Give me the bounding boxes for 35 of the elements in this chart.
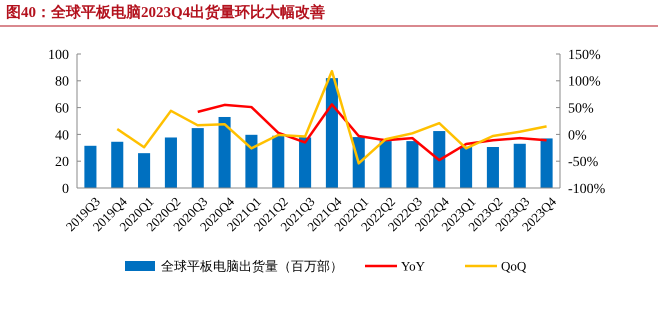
y-tick-label: 20 [55,155,69,170]
y2-tick-label: 0% [568,128,587,144]
legend-label: QoQ [501,258,527,274]
y-tick-label: 60 [55,102,69,116]
bar [218,116,231,188]
bar [540,138,553,188]
bar [433,131,446,188]
chart-title: 图40：全球平板电脑2023Q4出货量环比大幅改善 [6,3,326,21]
y-tick-label: 100 [48,48,69,63]
bar [299,137,312,188]
bar [164,137,177,188]
y-tick-label: 0 [62,182,69,197]
line-series [116,70,548,165]
bar [272,136,284,188]
bar [111,142,124,188]
bar [514,144,526,188]
y-tick-label: 40 [55,128,69,144]
bar [460,146,472,188]
bar [84,146,96,188]
bar [380,141,392,188]
legend-label: 全球平板电脑出货量（百万部） [161,258,343,274]
y2-tick-label: 50% [568,102,594,116]
bar [245,134,258,188]
y-tick-label: 80 [55,74,69,90]
bar [192,128,204,188]
y2-tick-label: -100% [568,182,606,197]
y2-tick-label: 150% [568,48,601,63]
line-series [196,103,548,162]
y2-tick-label: 100% [568,74,601,90]
y2-tick-label: -50% [568,155,599,170]
bar [486,146,499,188]
bar [138,153,150,188]
bar [326,78,338,188]
bar [406,141,418,188]
legend-label: YoY [401,258,426,274]
